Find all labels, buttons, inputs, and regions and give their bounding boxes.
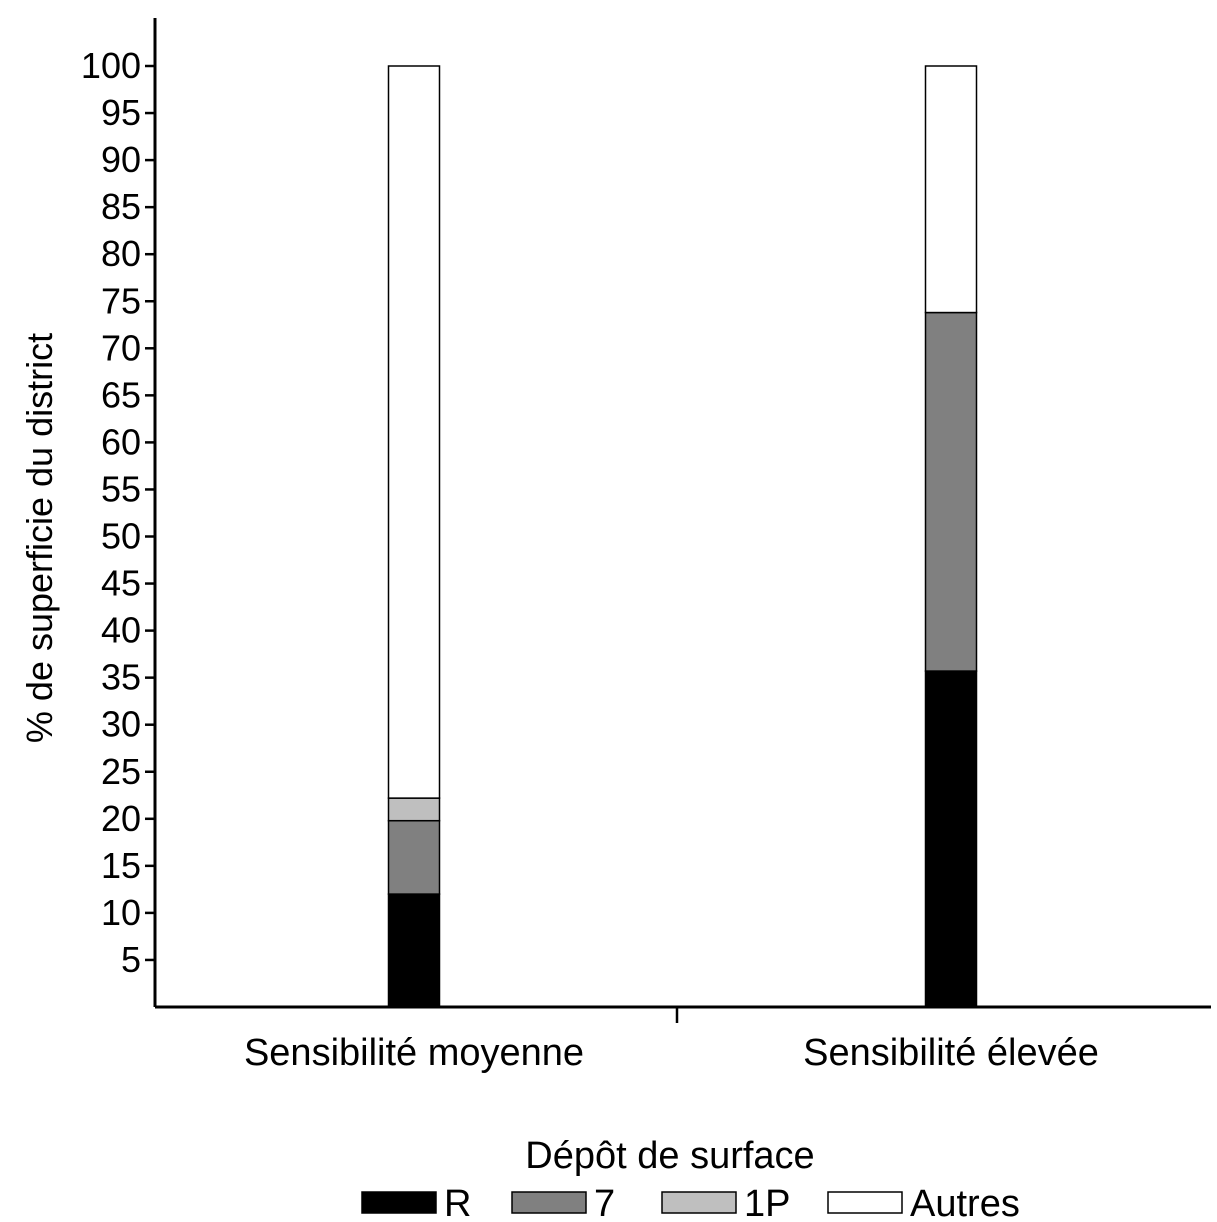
y-tick-label: 40 bbox=[101, 610, 141, 651]
legend-swatch bbox=[511, 1191, 587, 1214]
bars bbox=[387, 65, 978, 1008]
y-tick-label: 85 bbox=[101, 186, 141, 227]
y-tick-label: 30 bbox=[101, 704, 141, 745]
y-tick-label: 10 bbox=[101, 892, 141, 933]
y-axis: 5 10 15 20 25 30 35 40 45 50 55 60 65 70 75 80 85 90 95 100 bbox=[81, 18, 157, 1007]
y-tick-label: 50 bbox=[101, 516, 141, 557]
x-category-label: Sensibilité élevée bbox=[803, 1032, 1099, 1074]
bar-segment bbox=[924, 65, 978, 314]
y-tick-label: 65 bbox=[101, 374, 141, 415]
bar-segment bbox=[387, 819, 441, 895]
legend-swatch bbox=[661, 1191, 737, 1214]
y-tick-label: 70 bbox=[101, 327, 141, 368]
y-tick-label: 15 bbox=[101, 845, 141, 886]
legend-label: Autres bbox=[910, 1183, 1020, 1222]
bar-segment bbox=[924, 670, 978, 1008]
x-axis: Sensibilité moyenne Sensibilité élevée bbox=[155, 1005, 1211, 1074]
y-tick-label: 80 bbox=[101, 233, 141, 274]
y-tick-label: 60 bbox=[101, 421, 141, 462]
bar-segment bbox=[387, 797, 441, 822]
y-tick-label: 25 bbox=[101, 751, 141, 792]
y-tick-label: 5 bbox=[121, 939, 141, 980]
y-tick-label: 35 bbox=[101, 657, 141, 698]
y-tick-label: 90 bbox=[101, 139, 141, 180]
y-tick-label: 75 bbox=[101, 280, 141, 321]
legend-title: Dépôt de surface bbox=[525, 1135, 814, 1177]
bar-segment bbox=[924, 311, 978, 672]
bar-segment bbox=[387, 65, 441, 799]
legend-swatch bbox=[361, 1191, 437, 1214]
legend-label: 1P bbox=[744, 1183, 790, 1222]
legend: Dépôt de surface R 7 1P Autres bbox=[361, 1135, 1020, 1222]
y-axis-label: % de superficie du district bbox=[19, 333, 60, 743]
y-tick-label: 20 bbox=[101, 798, 141, 839]
legend-swatch bbox=[827, 1191, 903, 1214]
bar-segment bbox=[387, 893, 441, 1008]
y-tick-label: 55 bbox=[101, 468, 141, 509]
legend-label: 7 bbox=[594, 1183, 615, 1222]
y-tick-label: 95 bbox=[101, 92, 141, 133]
x-category-label: Sensibilité moyenne bbox=[244, 1032, 584, 1074]
y-tick-label: 45 bbox=[101, 563, 141, 604]
legend-label: R bbox=[444, 1183, 471, 1222]
y-tick-label: 100 bbox=[81, 45, 141, 86]
